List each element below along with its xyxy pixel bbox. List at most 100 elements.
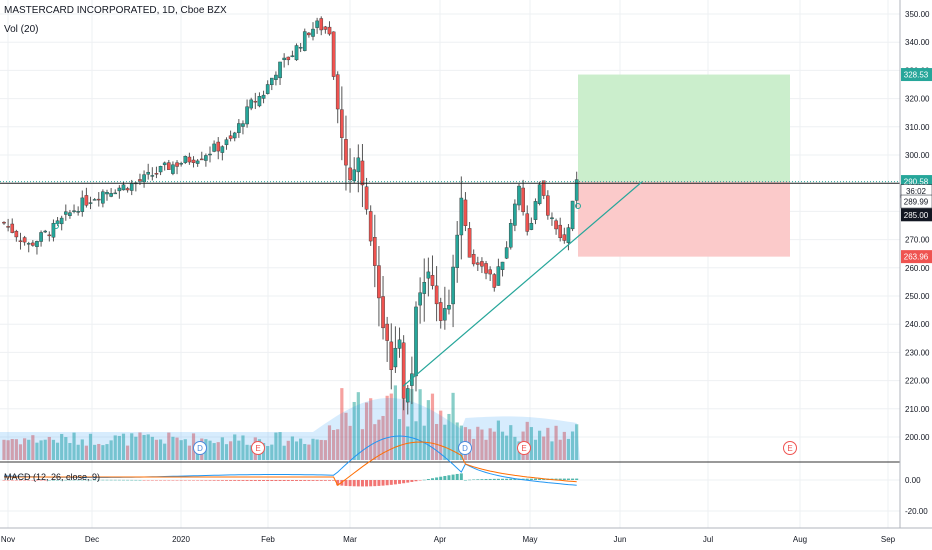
candle[interactable] <box>179 161 183 167</box>
candle[interactable] <box>290 50 295 58</box>
candle[interactable] <box>208 146 212 163</box>
candle[interactable] <box>109 188 113 198</box>
candle[interactable] <box>241 120 245 135</box>
candle[interactable] <box>282 53 286 68</box>
candle[interactable] <box>344 115 348 191</box>
candle[interactable] <box>31 240 35 247</box>
candle[interactable] <box>492 273 497 292</box>
candle[interactable] <box>183 155 188 165</box>
event-marker-d[interactable]: D <box>458 441 472 455</box>
candle[interactable] <box>368 205 373 246</box>
candle[interactable] <box>142 170 146 188</box>
candle[interactable] <box>72 204 76 214</box>
candle[interactable] <box>261 90 266 104</box>
candle[interactable] <box>393 326 398 373</box>
candle[interactable] <box>496 258 501 286</box>
candle[interactable] <box>166 159 171 170</box>
loss-zone[interactable] <box>578 181 790 257</box>
candle[interactable] <box>47 231 52 242</box>
candle[interactable] <box>373 214 377 288</box>
candle[interactable] <box>447 289 451 315</box>
candle[interactable] <box>422 258 427 322</box>
candle[interactable] <box>430 255 435 290</box>
candle[interactable] <box>385 316 389 362</box>
candle[interactable] <box>253 92 258 110</box>
candle[interactable] <box>84 187 89 208</box>
candle[interactable] <box>68 209 72 219</box>
candle[interactable] <box>323 25 328 34</box>
candle[interactable] <box>59 215 64 231</box>
candle[interactable] <box>529 217 534 231</box>
candle[interactable] <box>513 199 517 232</box>
candle[interactable] <box>191 156 196 168</box>
candle[interactable] <box>286 56 291 66</box>
candle[interactable] <box>80 190 85 217</box>
candle[interactable] <box>43 229 47 234</box>
candle[interactable] <box>537 181 542 206</box>
candle[interactable] <box>426 257 431 297</box>
candle[interactable] <box>2 221 6 225</box>
candle[interactable] <box>175 160 179 175</box>
trend-line[interactable] <box>402 181 643 387</box>
event-marker-e[interactable]: E <box>783 441 797 455</box>
candle[interactable] <box>228 130 233 142</box>
candle[interactable] <box>550 212 554 226</box>
profit-zone[interactable] <box>578 74 790 182</box>
candle[interactable] <box>125 186 130 193</box>
candle[interactable] <box>554 218 558 235</box>
candle[interactable] <box>348 148 352 193</box>
candle[interactable] <box>212 140 216 153</box>
candle[interactable] <box>302 28 307 52</box>
candle[interactable] <box>401 335 406 411</box>
candle[interactable] <box>558 217 562 242</box>
candle[interactable] <box>88 196 93 210</box>
candle[interactable] <box>14 229 19 242</box>
candle[interactable] <box>204 153 208 167</box>
candle[interactable] <box>298 42 303 53</box>
candle[interactable] <box>150 167 155 181</box>
candle[interactable] <box>249 97 254 111</box>
candle[interactable] <box>463 192 468 232</box>
candle[interactable] <box>199 151 204 161</box>
candle[interactable] <box>331 31 336 80</box>
candle[interactable] <box>146 163 151 180</box>
candle[interactable] <box>377 246 381 327</box>
candle[interactable] <box>311 22 315 41</box>
candle[interactable] <box>533 198 538 225</box>
candle[interactable] <box>405 384 410 415</box>
candle[interactable] <box>566 224 571 251</box>
candle[interactable] <box>397 327 402 358</box>
candle[interactable] <box>278 61 282 85</box>
candle[interactable] <box>476 256 480 271</box>
candle[interactable] <box>63 204 68 221</box>
candle[interactable] <box>10 218 15 234</box>
candle[interactable] <box>6 218 10 232</box>
candle[interactable] <box>438 297 443 329</box>
candle[interactable] <box>381 276 385 340</box>
candle[interactable] <box>265 80 270 95</box>
candle[interactable] <box>574 171 579 208</box>
candle[interactable] <box>459 176 464 260</box>
candle[interactable] <box>315 17 319 34</box>
candle[interactable] <box>443 286 447 330</box>
candle[interactable] <box>335 71 340 124</box>
candle[interactable] <box>257 92 262 108</box>
candle[interactable] <box>162 161 167 171</box>
candle[interactable] <box>521 179 525 216</box>
candle[interactable] <box>294 43 299 61</box>
candle[interactable] <box>39 230 43 247</box>
candle[interactable] <box>307 32 311 38</box>
candle[interactable] <box>195 158 200 167</box>
candle[interactable] <box>117 185 122 199</box>
candle[interactable] <box>51 219 56 242</box>
candle[interactable] <box>274 71 278 86</box>
event-marker-e[interactable]: E <box>517 441 531 455</box>
candle[interactable] <box>92 197 97 201</box>
candle[interactable] <box>76 206 80 216</box>
candle[interactable] <box>319 16 324 36</box>
candle[interactable] <box>154 166 159 179</box>
candle[interactable] <box>26 241 31 253</box>
candle[interactable] <box>113 189 118 195</box>
